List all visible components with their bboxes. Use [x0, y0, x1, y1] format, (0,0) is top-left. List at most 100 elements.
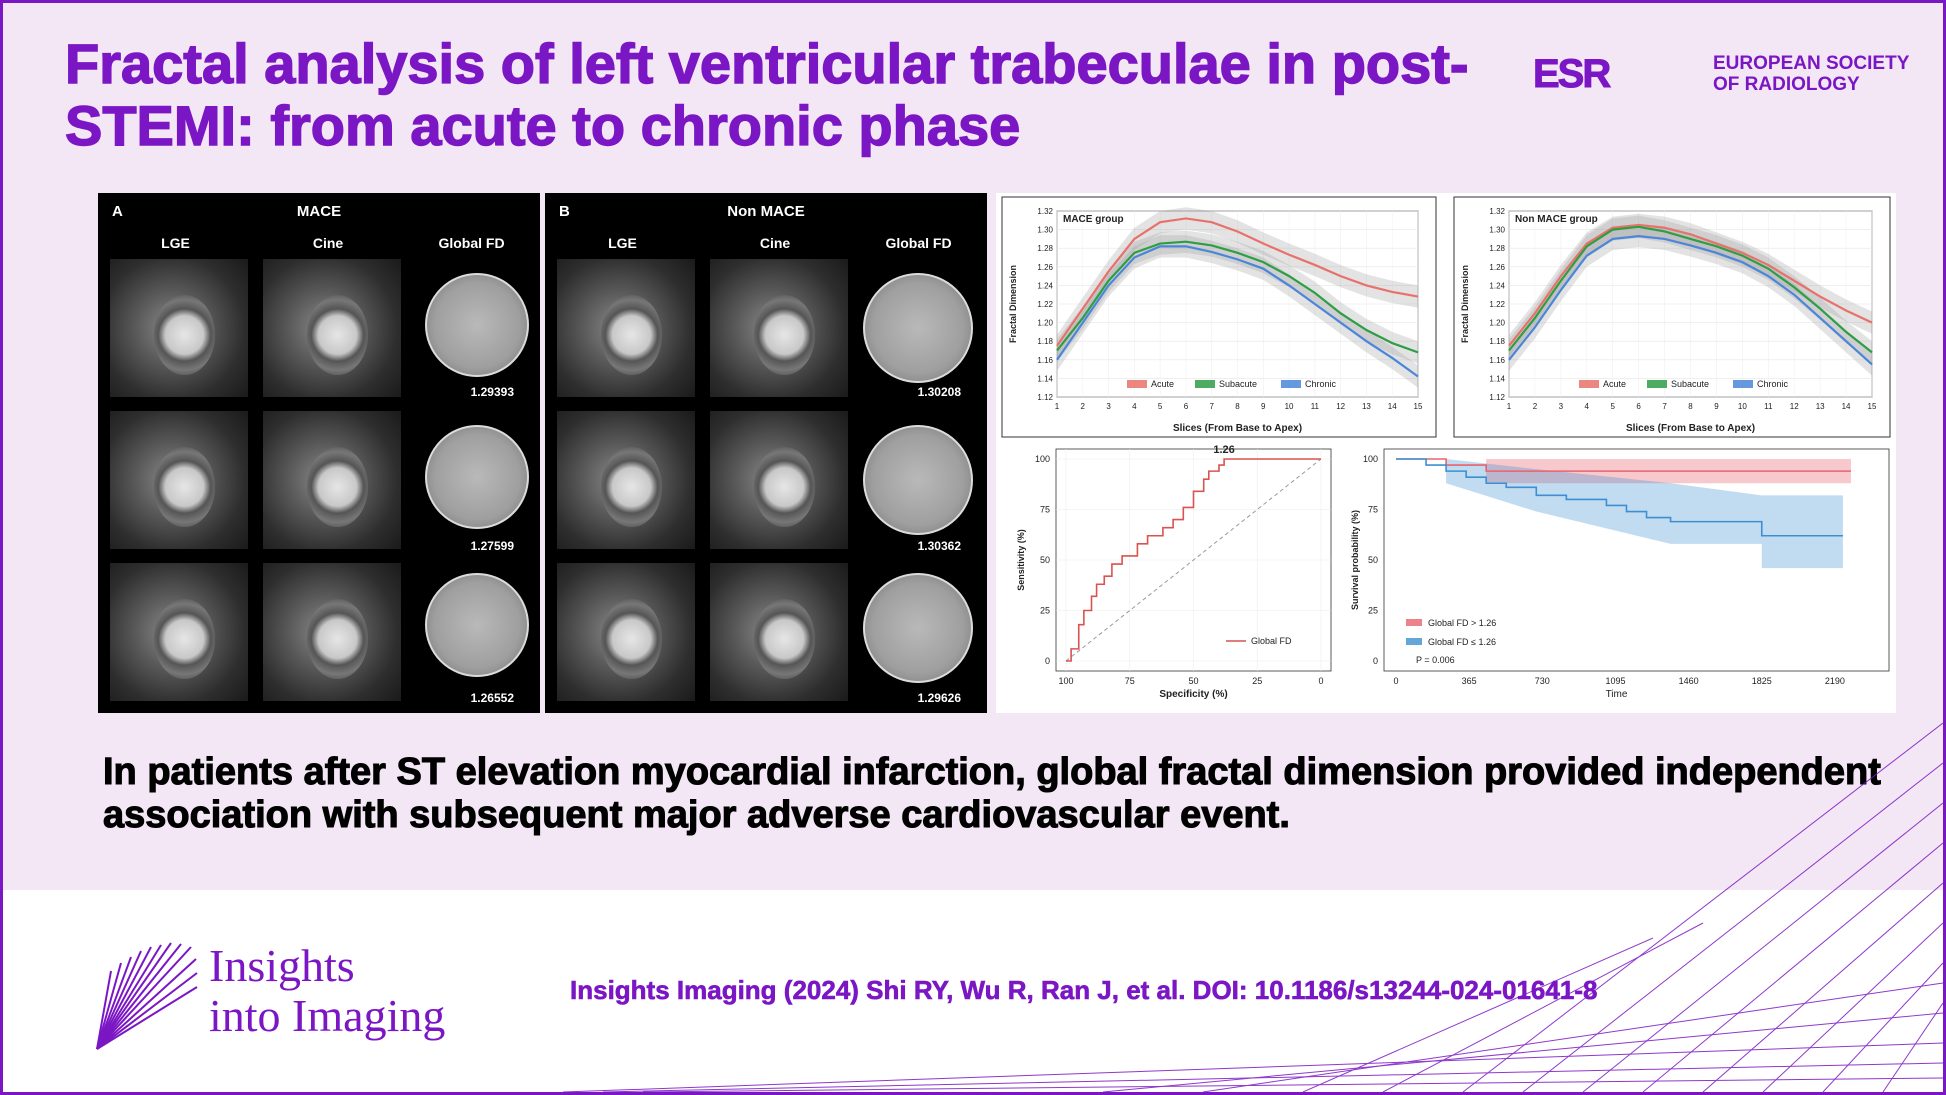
x-tick-label: 4 [1132, 402, 1137, 411]
fd-map-image [425, 425, 529, 529]
panel-a-col-fd: Global FD [438, 235, 505, 251]
legend-swatch [1647, 380, 1667, 388]
confidence-band-low [1446, 459, 1843, 569]
legend-label: Chronic [1305, 379, 1337, 389]
y-tick-label: 1.20 [1489, 319, 1505, 328]
y-tick-label: 100 [1035, 454, 1050, 464]
cine-image [263, 259, 401, 397]
roc-curve [1066, 458, 1321, 662]
x-tick-label: 5 [1610, 402, 1615, 411]
x-tick-label: 365 [1462, 676, 1477, 686]
y-tick-label: 100 [1363, 454, 1378, 464]
x-tick-label: 9 [1714, 402, 1719, 411]
x-tick-label: 8 [1235, 402, 1240, 411]
y-tick-label: 1.30 [1489, 226, 1505, 235]
fd-map-image [863, 573, 973, 683]
panel-a-mace: A MACE LGE Cine Global FD 1.29393 1.2759… [98, 193, 540, 713]
fd-map-image [863, 425, 973, 535]
x-tick-label: 13 [1362, 402, 1371, 411]
panel-b-non-mace: B Non MACE LGE Cine Global FD 1.30208 1.… [545, 193, 987, 713]
fd-value: 1.29626 [917, 691, 961, 705]
y-tick-label: 1.22 [1489, 300, 1505, 309]
journal-logo-line2: into Imaging [209, 990, 446, 1041]
x-tick-label: 1 [1055, 402, 1060, 411]
legend-label: Chronic [1757, 379, 1789, 389]
legend-swatch [1406, 638, 1422, 645]
fd-value: 1.30362 [917, 539, 961, 553]
panel-b-title: Non MACE [727, 203, 805, 220]
x-tick-label: 3 [1559, 402, 1564, 411]
legend-swatch [1733, 380, 1753, 388]
esr-logo-mark: ESR [1532, 52, 1611, 96]
y-tick-label: 1.28 [1037, 244, 1053, 253]
x-tick-label: 8 [1688, 402, 1693, 411]
y-tick-label: 1.24 [1037, 281, 1053, 290]
fd-map-image [863, 273, 973, 383]
p-value-label: P = 0.006 [1416, 655, 1455, 665]
series-line-acute [1056, 217, 1419, 347]
series-line-acute [1508, 223, 1873, 347]
x-tick-label: 1825 [1752, 676, 1772, 686]
lge-image [110, 563, 248, 701]
lge-image [557, 259, 695, 397]
y-tick-label: 1.24 [1489, 281, 1505, 290]
fd-value: 1.29393 [470, 385, 514, 399]
citation: Insights Imaging (2024) Shi RY, Wu R, Ra… [570, 975, 1598, 1006]
y-axis-label: Fractal Dimension [1008, 265, 1018, 343]
y-tick-label: 1.22 [1037, 300, 1053, 309]
legend-label: Global FD [1251, 636, 1292, 646]
y-tick-label: 1.26 [1037, 263, 1053, 272]
lge-image [110, 259, 248, 397]
panel-a-col-cine: Cine [312, 235, 344, 251]
x-tick-label: 15 [1414, 402, 1423, 411]
panel-b-col-lge: LGE [608, 235, 637, 251]
confidence-band-subacute [1057, 230, 1418, 364]
y-tick-label: 1.26 [1489, 263, 1505, 272]
legend-label: Subacute [1219, 379, 1257, 389]
y-tick-label: 50 [1368, 555, 1378, 565]
series-line-subacute [1056, 240, 1419, 354]
cine-image [710, 563, 848, 701]
y-tick-label: 1.12 [1037, 393, 1053, 402]
panel-a-letter: A [112, 203, 123, 220]
cine-image [263, 411, 401, 549]
insights-into-imaging-logo: Insights into Imaging [91, 941, 531, 1051]
series-line-chronic [1056, 245, 1419, 378]
journal-logo-mark [96, 942, 198, 1050]
legend-swatch [1579, 380, 1599, 388]
x-tick-label: 2 [1081, 402, 1086, 411]
fd-value: 1.27599 [470, 539, 514, 553]
lge-image [557, 563, 695, 701]
x-tick-label: 0 [1393, 676, 1398, 686]
legend-swatch [1195, 380, 1215, 388]
legend-label: Acute [1151, 379, 1174, 389]
y-tick-label: 25 [1368, 606, 1378, 616]
y-tick-label: 1.12 [1489, 393, 1505, 402]
confidence-band-acute [1057, 207, 1418, 358]
y-tick-label: 50 [1040, 555, 1050, 565]
survival-curve [1396, 458, 1851, 472]
fd-value: 1.30208 [917, 385, 961, 399]
x-tick-label: 15 [1868, 402, 1877, 411]
lge-image [557, 411, 695, 549]
x-tick-label: 10 [1285, 402, 1294, 411]
y-axis-label: Fractal Dimension [1460, 265, 1470, 343]
x-tick-label: 2 [1533, 402, 1538, 411]
cine-image [710, 411, 848, 549]
x-tick-label: 6 [1636, 402, 1641, 411]
survival-curve [1396, 458, 1843, 537]
x-tick-label: 75 [1125, 676, 1135, 686]
y-tick-label: 1.14 [1037, 374, 1053, 383]
y-tick-label: 1.18 [1489, 337, 1505, 346]
cutoff-annotation: 1.26 [1213, 444, 1234, 456]
x-tick-label: 0 [1318, 676, 1323, 686]
x-axis-label: Time [1606, 689, 1628, 700]
esr-org-line1: EUROPEAN SOCIETY [1713, 53, 1910, 74]
panel-b-letter: B [559, 203, 570, 220]
x-tick-label: 11 [1311, 402, 1320, 411]
x-tick-label: 2190 [1825, 676, 1845, 686]
x-tick-label: 12 [1790, 402, 1799, 411]
x-tick-label: 4 [1585, 402, 1590, 411]
y-tick-label: 0 [1373, 656, 1378, 666]
